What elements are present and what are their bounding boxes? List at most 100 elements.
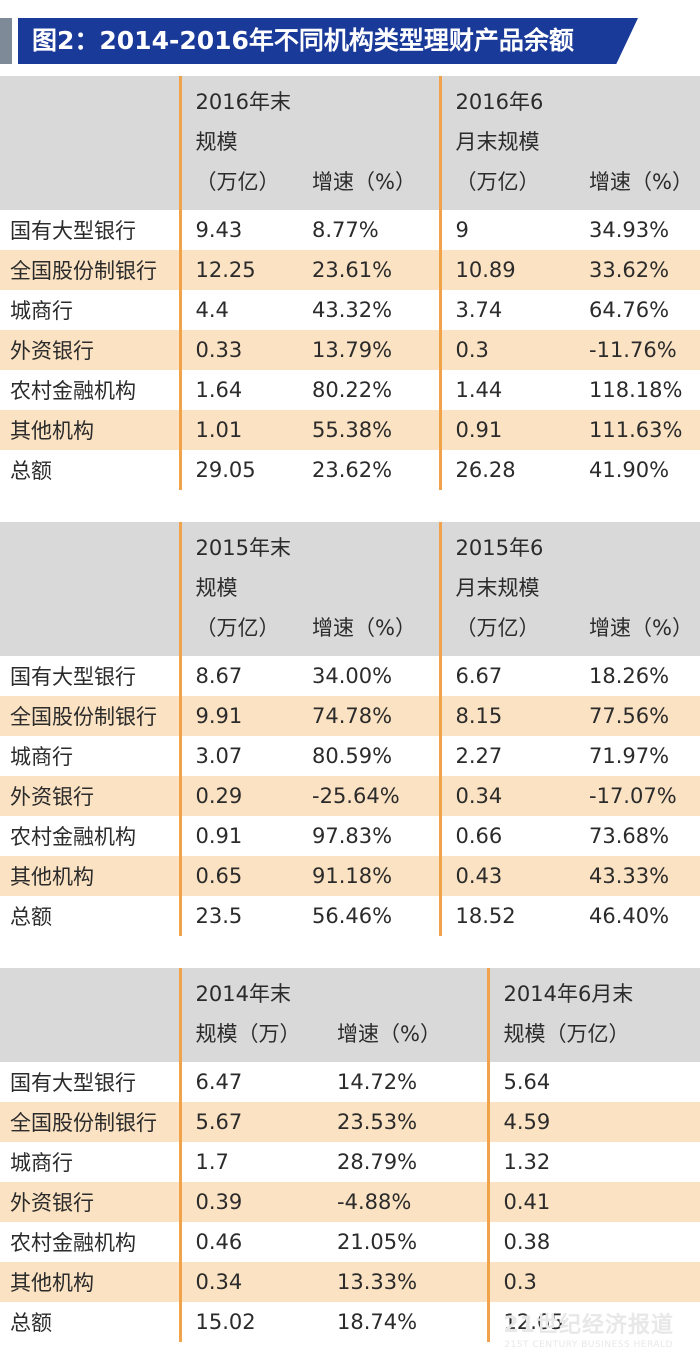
- table-cell: 3.07: [178, 736, 298, 776]
- table-cell: 1.7: [178, 1142, 323, 1182]
- table-cell: 29.05: [178, 450, 298, 490]
- table-row: 其他机构 0.65 91.18% 0.43 43.33%: [0, 856, 700, 896]
- table-cell: 41.90%: [589, 458, 670, 482]
- table-cell: 5.64: [486, 1062, 700, 1102]
- column-header-line: 2015年6: [455, 536, 544, 560]
- column-header: 2015年6 月末规模 （万亿）: [438, 522, 575, 656]
- column-header: [0, 968, 180, 1062]
- column-header: 2014年末 规模（万）: [178, 968, 323, 1062]
- table-cell: 18.26%: [589, 664, 670, 688]
- table-cell: 8.15: [438, 696, 575, 736]
- column-header-line: 增速（%）: [589, 616, 693, 640]
- page-title: 图2：2014-2016年不同机构类型理财产品余额: [32, 26, 574, 55]
- title-accent-bar: [0, 18, 12, 64]
- column-header-line: 规模（万亿）: [503, 1022, 630, 1046]
- table-cell: -17.07%: [575, 776, 700, 816]
- table-cell: 73.68%: [589, 824, 670, 848]
- table-cell: 23.5: [178, 896, 298, 936]
- table-cell: 77.56%: [575, 696, 700, 736]
- table-row: 国有大型银行 6.47 14.72% 5.64: [0, 1062, 700, 1102]
- table-cell: 118.18%: [589, 378, 683, 402]
- table-header-row: 2016年末 规模 （万亿） 增速（%） 2016年6 月末规模 （万亿） 增速（%）: [0, 76, 700, 210]
- table-cell: -4.88%: [323, 1182, 488, 1222]
- table-cell: 0.3: [438, 330, 575, 370]
- column-header-line: 月末规模: [455, 130, 540, 154]
- table-row: 总额 23.5 56.46% 18.52 46.40%: [0, 896, 700, 936]
- row-label: 全国股份制银行: [0, 250, 180, 290]
- column-header-line: 规模: [195, 130, 238, 154]
- row-label: 国有大型银行: [10, 665, 136, 689]
- row-label: 农村金融机构: [10, 825, 136, 849]
- table-2015: 2015年末 规模 （万亿） 增速（%） 2015年6 月末规模 （万亿） 增速（%） 国有大型…: [0, 522, 700, 936]
- column-header-line: 月末规模: [455, 576, 540, 600]
- table-row: 外资银行 0.29 -25.64% 0.34 -17.07%: [0, 776, 700, 816]
- table-cell: 55.38%: [298, 410, 440, 450]
- column-header-line: 增速（%）: [312, 616, 416, 640]
- table-cell: 0.91: [438, 410, 575, 450]
- table-cell: 23.53%: [323, 1102, 488, 1142]
- table-cell: 4.59: [486, 1102, 700, 1142]
- column-header-line: 2016年末: [195, 90, 291, 114]
- table-cell: 91.18%: [298, 856, 440, 896]
- row-label: 城商行: [10, 1151, 73, 1175]
- watermark-cn: 21世纪经济报道: [503, 1313, 674, 1338]
- table-cell: 0.46: [178, 1222, 323, 1262]
- table-cell: 34.00%: [312, 664, 393, 688]
- row-label: 全国股份制银行: [0, 696, 180, 736]
- column-header-line: （万亿）: [455, 616, 540, 640]
- row-label: 总额: [10, 459, 52, 483]
- table-cell: 0.43: [438, 856, 575, 896]
- column-header-line: （万亿）: [455, 170, 540, 194]
- table-row: 全国股份制银行 9.91 74.78% 8.15 77.56%: [0, 696, 700, 736]
- table-row: 其他机构 1.01 55.38% 0.91 111.63%: [0, 410, 700, 450]
- table-cell: 28.79%: [337, 1150, 418, 1174]
- table-cell: 0.66: [438, 816, 575, 856]
- table-cell: 80.22%: [312, 378, 393, 402]
- table-cell: 9: [438, 210, 575, 250]
- row-label: 外资银行: [0, 330, 180, 370]
- table-cell: 4.4: [178, 290, 298, 330]
- row-label: 其他机构: [0, 410, 180, 450]
- table-cell: 10.89: [438, 250, 575, 290]
- table-cell: 46.40%: [589, 904, 670, 928]
- table-cell: -25.64%: [298, 776, 440, 816]
- table-cell: 1.32: [486, 1142, 700, 1182]
- table-cell: 1.64: [178, 370, 298, 410]
- table-cell: 8.77%: [312, 218, 379, 242]
- table-cell: -11.76%: [575, 330, 700, 370]
- table-cell: 5.67: [178, 1102, 323, 1142]
- table-cell: 0.41: [486, 1182, 700, 1222]
- table-row: 全国股份制银行 12.25 23.61% 10.89 33.62%: [0, 250, 700, 290]
- column-header: [0, 76, 180, 210]
- table-cell: 1.01: [178, 410, 298, 450]
- table-cell: 0.34: [178, 1262, 323, 1302]
- column-header: [0, 522, 180, 656]
- table-cell: 111.63%: [575, 410, 700, 450]
- watermark-logo: 21世纪经济报道 21ST CENTURY BUSINESS HERALD: [503, 1313, 674, 1351]
- row-label: 城商行: [10, 745, 73, 769]
- column-header-line: （万亿）: [195, 616, 280, 640]
- table-cell: 43.33%: [575, 856, 700, 896]
- row-label: 全国股份制银行: [0, 1102, 180, 1142]
- table-cell: 0.34: [438, 776, 575, 816]
- column-header: 2016年末 规模 （万亿）: [178, 76, 298, 210]
- table-cell: 0.65: [178, 856, 298, 896]
- column-header-line: 规模: [195, 576, 238, 600]
- table-cell: 12.25: [178, 250, 298, 290]
- table-cell: 13.33%: [323, 1262, 488, 1302]
- table-cell: 6.67: [438, 656, 575, 696]
- row-label: 城商行: [10, 299, 73, 323]
- column-header-line: 2016年6: [455, 90, 544, 114]
- column-header: 增速（%）: [298, 522, 440, 656]
- row-label: 农村金融机构: [10, 379, 136, 403]
- row-label: 国有大型银行: [10, 219, 136, 243]
- column-header-line: （万亿）: [195, 170, 280, 194]
- table-2016: 2016年末 规模 （万亿） 增速（%） 2016年6 月末规模 （万亿） 增速（%） 国有大型…: [0, 76, 700, 490]
- row-label: 国有大型银行: [10, 1071, 136, 1095]
- table-row: 国有大型银行 9.43 8.77% 9 34.93%: [0, 210, 700, 250]
- column-header-line: 2014年末: [195, 982, 291, 1006]
- table-cell: 23.62%: [312, 458, 393, 482]
- table-cell: 8.67: [178, 656, 298, 696]
- table-row: 其他机构 0.34 13.33% 0.3: [0, 1262, 700, 1302]
- table-row: 国有大型银行 8.67 34.00% 6.67 18.26%: [0, 656, 700, 696]
